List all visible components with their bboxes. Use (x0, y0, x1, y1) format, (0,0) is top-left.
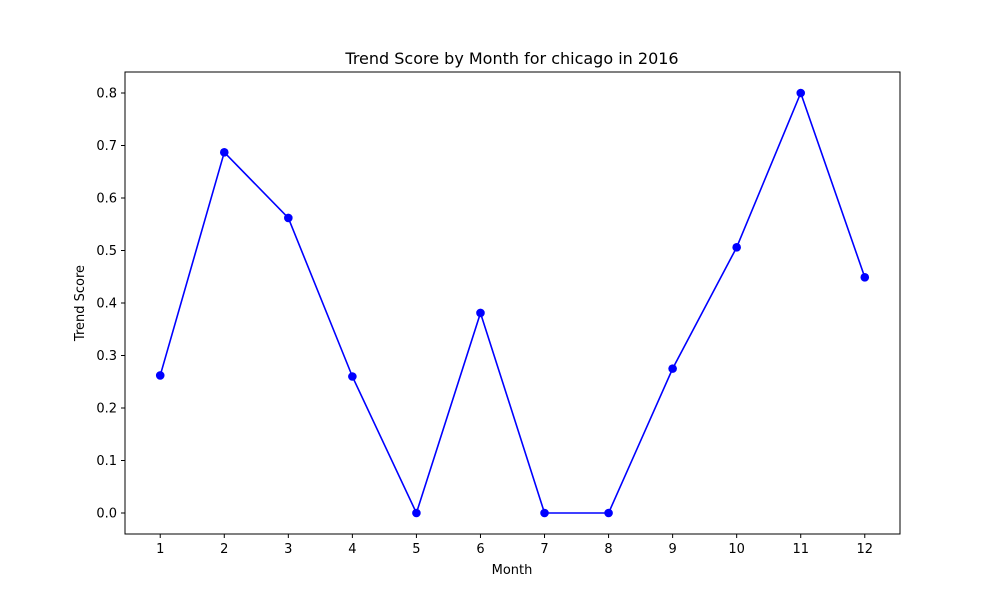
plot-area (155, 88, 870, 518)
data-point (284, 213, 293, 223)
data-point (604, 508, 613, 518)
data-point (796, 88, 806, 98)
y-tick-label: 0.5 (96, 244, 117, 259)
data-point (732, 243, 741, 252)
x-tick-label: 11 (792, 542, 809, 557)
data-point (668, 364, 677, 373)
x-tick-label: 12 (856, 542, 873, 557)
y-tick-label: 0.7 (96, 139, 117, 154)
data-point (860, 272, 870, 282)
x-tick-label: 6 (476, 542, 484, 557)
x-tick-label: 4 (348, 542, 356, 557)
x-tick-label: 10 (728, 542, 745, 557)
data-point (219, 148, 229, 157)
data-point (155, 371, 165, 380)
x-tick-label: 7 (540, 542, 548, 557)
data-point (348, 372, 357, 381)
y-tick-label: 0.6 (96, 192, 117, 207)
series-line (159, 92, 866, 514)
data-point (476, 308, 485, 318)
x-tick-label: 1 (156, 542, 164, 557)
x-tick-label: 5 (412, 542, 420, 557)
data-point (412, 508, 421, 518)
x-tick-label: 2 (220, 542, 228, 557)
x-tick-label: 9 (668, 542, 676, 557)
y-tick-label: 0.8 (96, 87, 117, 102)
y-axis-label: Trend Score (73, 265, 88, 342)
x-axis: 1 2 3 4 5 6 7 8 9 10 11 12 (156, 534, 873, 557)
y-tick-label: 0.3 (96, 349, 117, 364)
chart-title: Trend Score by Month for chicago in 2016 (344, 49, 678, 68)
plot-frame (124, 71, 901, 535)
y-tick-label: 0.2 (96, 402, 117, 417)
x-tick-label: 8 (604, 542, 612, 557)
y-tick-label: 0.1 (96, 454, 117, 469)
data-point (540, 508, 549, 518)
x-tick-label: 3 (284, 542, 292, 557)
x-axis-label: Month (492, 563, 533, 578)
y-tick-label: 0.0 (96, 507, 117, 522)
y-tick-label: 0.4 (96, 297, 117, 312)
y-axis: 0.0 0.1 0.2 0.3 0.4 0.5 0.6 0.7 0.8 (96, 87, 125, 522)
